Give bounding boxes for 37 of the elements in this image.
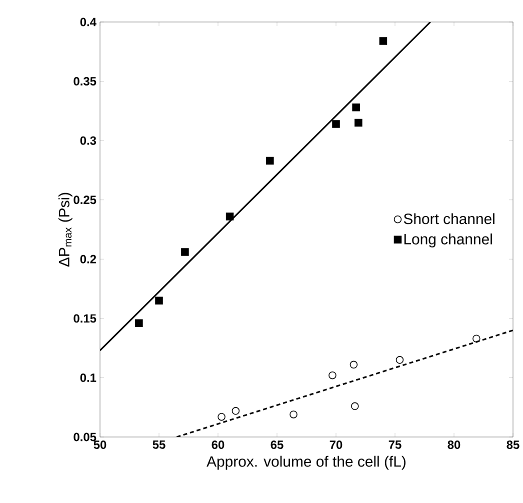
x-tick-label: 75 — [388, 440, 402, 449]
point — [350, 360, 358, 369]
x-tick-label: 85 — [506, 440, 520, 449]
point — [328, 371, 336, 380]
point — [352, 103, 360, 112]
x-tick-label: 55 — [152, 440, 166, 449]
legend-label: Long channel — [404, 233, 492, 248]
y-tick-label: 0.15 — [74, 314, 96, 323]
x-tick-label: 80 — [448, 440, 460, 449]
y-tick-label: 0.25 — [74, 196, 96, 204]
x-tick-label: 50 — [94, 440, 106, 449]
y-tick-label: 0.1 — [80, 373, 96, 382]
y-tick-label: 0.35 — [74, 77, 96, 86]
legend-label: Short channel — [404, 213, 494, 224]
y-tick-label: 0.05 — [74, 432, 96, 442]
point — [396, 356, 404, 364]
point — [226, 212, 234, 220]
y-axis-title: ΔP$_{max}$ (Psi) — [58, 192, 72, 267]
point — [218, 412, 226, 421]
x-tick-label: 70 — [330, 440, 342, 449]
x-tick-label: 65 — [270, 440, 284, 449]
point — [332, 120, 340, 128]
point — [472, 334, 480, 342]
point — [350, 402, 359, 410]
point — [155, 296, 163, 305]
point — [232, 407, 240, 415]
y-tick-label: 0.4 — [80, 18, 96, 26]
point — [354, 118, 362, 127]
point — [379, 37, 388, 45]
point — [135, 319, 143, 328]
x-tick-label: 60 — [212, 440, 224, 449]
y-tick-label: 0.3 — [80, 136, 96, 145]
point — [290, 410, 298, 418]
y-tick-label: 0.2 — [80, 254, 96, 264]
point — [181, 248, 189, 256]
point — [266, 156, 274, 165]
x-axis-title: Approx. volume of the cell (fL) — [206, 456, 406, 470]
